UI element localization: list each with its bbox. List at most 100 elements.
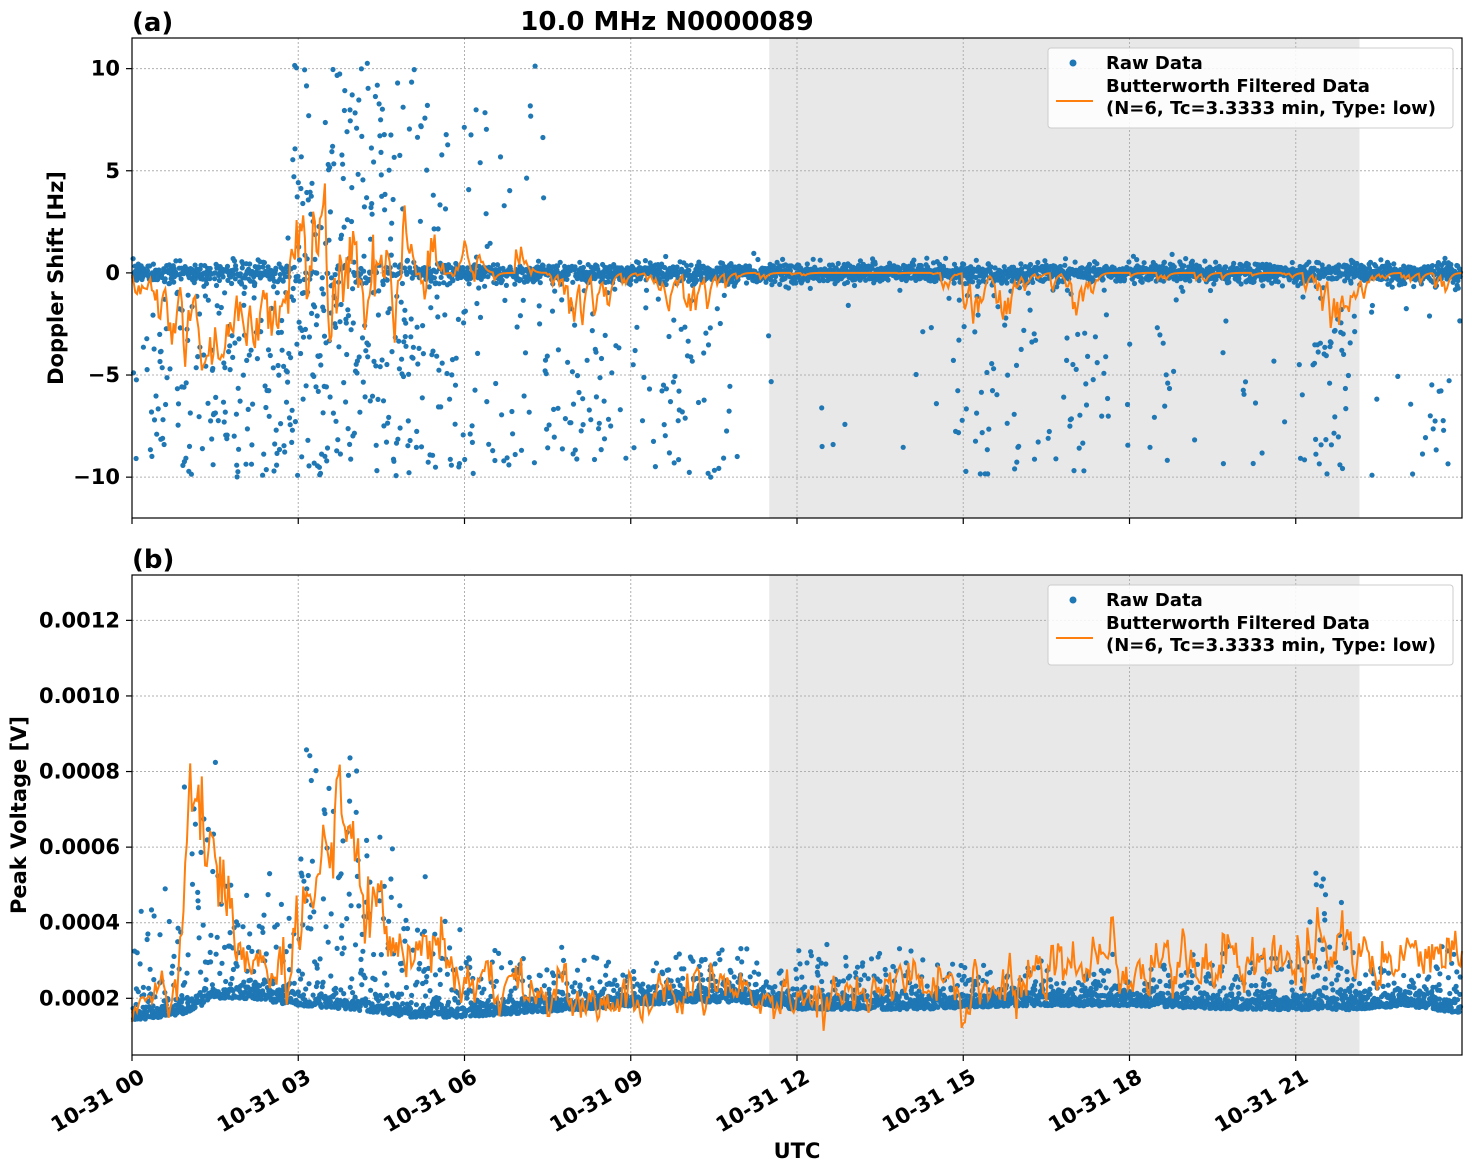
a-raw-point [300,396,306,402]
a-raw-point [424,167,430,173]
a-raw-point [492,457,498,464]
b-raw-point [442,918,448,925]
a-raw-point [493,280,499,287]
a-raw-point [282,449,288,455]
a-raw-point [372,93,378,100]
a-y-tick-label: −10 [73,465,120,489]
a-raw-point [159,365,165,371]
a-raw-point [193,365,199,371]
a-raw-point [466,281,472,287]
a-raw-point [1260,283,1266,289]
a-raw-point [1332,327,1338,334]
a-raw-point [383,439,390,445]
a-raw-point [705,342,712,348]
b-raw-point [184,970,190,976]
b-raw-point [246,944,252,951]
b-raw-point [383,993,390,999]
a-raw-point [278,421,284,427]
a-raw-point [390,196,396,203]
b-raw-point [404,925,411,932]
a-raw-point [1061,394,1067,400]
a-raw-point [271,284,277,290]
a-raw-point [167,366,173,372]
a-raw-point [375,312,381,318]
b-raw-point [326,785,332,792]
a-raw-point [482,110,488,116]
a-raw-point [634,324,640,330]
a-raw-point [309,310,315,316]
b-raw-point [162,886,168,892]
b-raw-point [344,916,350,922]
a-raw-point [306,334,312,340]
b-raw-point [203,986,209,992]
b-raw-point [541,983,548,989]
b-raw-point [198,849,204,856]
b-raw-point [356,903,362,909]
a-raw-point [490,448,496,454]
b-raw-point [377,834,383,840]
a-raw-point [357,409,363,415]
a-raw-point [659,388,665,394]
a-raw-point [344,129,350,135]
b-raw-point [208,959,214,965]
a-raw-point [1046,428,1052,435]
b-raw-point [140,984,146,991]
a-raw-point [389,220,395,226]
b-raw-point [390,993,396,999]
a-raw-point [343,316,349,322]
b-raw-point [314,965,320,971]
b-raw-point [574,967,581,973]
a-raw-point [576,389,582,396]
a-raw-point [1173,297,1179,303]
a-raw-point [717,320,723,327]
a-raw-point [403,343,409,349]
a-raw-point [623,455,629,461]
a-raw-point [493,380,499,387]
a-raw-point [1374,396,1380,402]
a-raw-point [392,262,398,268]
a-raw-point [666,450,673,456]
a-raw-point [452,382,459,388]
a-raw-point [356,354,362,360]
a-raw-point [911,257,917,263]
a-raw-point [602,332,608,338]
b-raw-point [416,966,422,972]
a-raw-point [559,297,565,303]
a-raw-point [397,425,403,431]
a-raw-point [643,305,649,311]
a-raw-point [777,281,783,287]
a-raw-point [327,394,333,400]
a-raw-point [378,172,384,178]
a-raw-point [438,274,444,280]
a-raw-point [580,396,586,402]
a-raw-point [340,161,346,167]
a-raw-point [335,437,341,443]
a-raw-point [261,260,267,266]
b-raw-point [303,986,309,992]
a-raw-point [436,281,442,287]
a-raw-point [209,436,215,442]
a-raw-point [230,354,236,360]
a-raw-point [1068,416,1074,422]
a-raw-point [663,281,669,288]
b-raw-point [300,992,307,998]
a-raw-point [660,382,667,388]
a-raw-point [262,383,268,389]
a-raw-point [526,409,532,415]
a-raw-point [584,357,590,363]
a-raw-point [202,293,208,299]
b-raw-point [362,975,368,981]
a-raw-point [608,423,614,429]
a-raw-point [1441,427,1447,433]
a-raw-point [144,336,150,342]
b-raw-point [378,952,384,958]
a-raw-point [340,175,346,182]
b-raw-point [334,945,340,952]
a-raw-point [607,266,614,272]
a-raw-point [374,82,380,88]
a-raw-point [286,415,293,421]
a-raw-point [347,441,353,447]
a-raw-point [175,422,181,428]
a-raw-point [415,361,421,367]
a-raw-point [1324,471,1330,477]
